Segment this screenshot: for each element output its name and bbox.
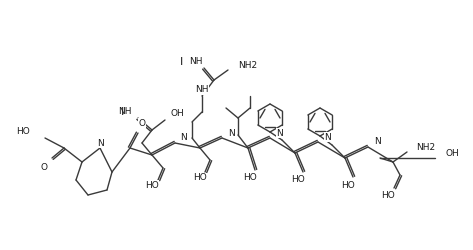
Text: O: O <box>41 162 47 172</box>
Text: HO: HO <box>16 128 30 136</box>
Text: N: N <box>96 138 104 147</box>
Text: O: O <box>139 118 146 128</box>
Text: N: N <box>324 132 331 141</box>
Text: HO: HO <box>341 180 355 190</box>
Text: HO: HO <box>291 176 305 184</box>
Text: NH2: NH2 <box>238 60 257 70</box>
Text: NH2: NH2 <box>416 144 435 152</box>
Text: HO: HO <box>193 174 207 182</box>
Text: N: N <box>228 128 235 138</box>
Text: N: N <box>374 138 381 146</box>
Text: HO: HO <box>381 190 395 200</box>
Text: HO: HO <box>145 180 159 190</box>
Text: NH: NH <box>119 108 132 116</box>
Text: I: I <box>120 107 123 117</box>
Text: N: N <box>276 128 283 138</box>
Text: HO: HO <box>243 174 257 182</box>
Text: OH: OH <box>445 148 459 158</box>
Text: OH: OH <box>170 110 184 118</box>
Text: I: I <box>179 57 183 67</box>
Text: N: N <box>180 134 187 142</box>
Text: NH: NH <box>189 58 203 66</box>
Text: NH: NH <box>195 86 209 94</box>
